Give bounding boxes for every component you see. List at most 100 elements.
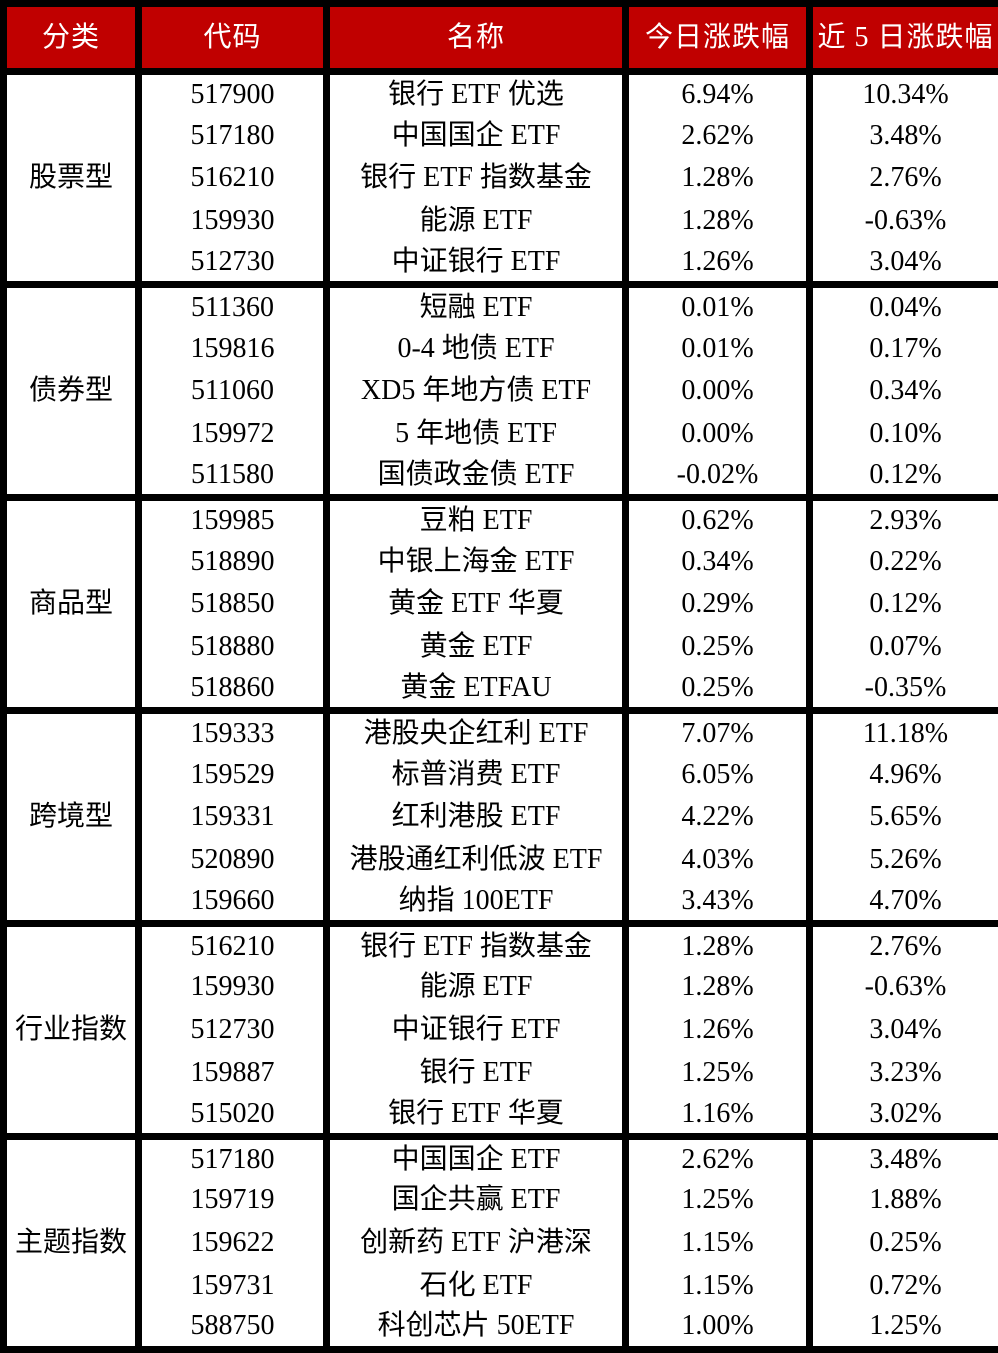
name-cell: 能源 ETF xyxy=(327,966,626,1009)
header-5day-change: 近 5 日涨跌幅 xyxy=(810,4,998,72)
code-cell: 159887 xyxy=(139,1051,327,1094)
code-cell: 517900 xyxy=(139,72,327,115)
today-change-cell: 1.26% xyxy=(626,1009,810,1052)
code-cell: 518880 xyxy=(139,625,327,668)
name-cell: 黄金 ETF xyxy=(327,625,626,668)
name-cell: 黄金 ETF 华夏 xyxy=(327,583,626,626)
today-change-cell: 2.62% xyxy=(626,1136,810,1179)
code-cell: 512730 xyxy=(139,242,327,285)
code-cell: 515020 xyxy=(139,1094,327,1137)
today-change-cell: 6.94% xyxy=(626,72,810,115)
name-cell: 黄金 ETFAU xyxy=(327,668,626,711)
today-change-cell: 0.34% xyxy=(626,540,810,583)
today-change-cell: 0.01% xyxy=(626,327,810,370)
code-cell: 512730 xyxy=(139,1009,327,1052)
code-cell: 588750 xyxy=(139,1307,327,1350)
five-day-change-cell: 3.48% xyxy=(810,1136,998,1179)
today-change-cell: 0.25% xyxy=(626,625,810,668)
category-cell: 债券型 xyxy=(4,284,139,497)
code-cell: 516210 xyxy=(139,157,327,200)
category-cell: 行业指数 xyxy=(4,923,139,1136)
code-cell: 159816 xyxy=(139,327,327,370)
code-cell: 159331 xyxy=(139,796,327,839)
name-cell: 红利港股 ETF xyxy=(327,796,626,839)
five-day-change-cell: 0.22% xyxy=(810,540,998,583)
category-cell: 股票型 xyxy=(4,72,139,285)
five-day-change-cell: 2.76% xyxy=(810,157,998,200)
category-cell: 跨境型 xyxy=(4,710,139,923)
today-change-cell: 1.26% xyxy=(626,242,810,285)
header-today-change: 今日涨跌幅 xyxy=(626,4,810,72)
today-change-cell: 1.15% xyxy=(626,1222,810,1265)
code-cell: 518890 xyxy=(139,540,327,583)
today-change-cell: -0.02% xyxy=(626,455,810,498)
code-cell: 159333 xyxy=(139,710,327,753)
name-cell: 中国国企 ETF xyxy=(327,1136,626,1179)
code-cell: 511580 xyxy=(139,455,327,498)
name-cell: 能源 ETF xyxy=(327,199,626,242)
name-cell: 中证银行 ETF xyxy=(327,1009,626,1052)
name-cell: 科创芯片 50ETF xyxy=(327,1307,626,1350)
five-day-change-cell: 11.18% xyxy=(810,710,998,753)
category-cell: 主题指数 xyxy=(4,1136,139,1349)
header-category: 分类 xyxy=(4,4,139,72)
today-change-cell: 2.62% xyxy=(626,114,810,157)
today-change-cell: 1.28% xyxy=(626,923,810,966)
today-change-cell: 0.25% xyxy=(626,668,810,711)
code-cell: 159930 xyxy=(139,966,327,1009)
name-cell: 国债政金债 ETF xyxy=(327,455,626,498)
code-cell: 159622 xyxy=(139,1222,327,1265)
name-cell: 银行 ETF 华夏 xyxy=(327,1094,626,1137)
code-cell: 511060 xyxy=(139,370,327,413)
five-day-change-cell: 0.72% xyxy=(810,1264,998,1307)
name-cell: XD5 年地方债 ETF xyxy=(327,370,626,413)
five-day-change-cell: 5.26% xyxy=(810,838,998,881)
five-day-change-cell: 0.10% xyxy=(810,412,998,455)
name-cell: 港股通红利低波 ETF xyxy=(327,838,626,881)
five-day-change-cell: 5.65% xyxy=(810,796,998,839)
name-cell: 创新药 ETF 沪港深 xyxy=(327,1222,626,1265)
five-day-change-cell: -0.35% xyxy=(810,668,998,711)
five-day-change-cell: -0.63% xyxy=(810,199,998,242)
name-cell: 石化 ETF xyxy=(327,1264,626,1307)
today-change-cell: 1.00% xyxy=(626,1307,810,1350)
code-cell: 518850 xyxy=(139,583,327,626)
today-change-cell: 4.03% xyxy=(626,838,810,881)
name-cell: 银行 ETF xyxy=(327,1051,626,1094)
name-cell: 银行 ETF 指数基金 xyxy=(327,923,626,966)
name-cell: 银行 ETF 指数基金 xyxy=(327,157,626,200)
five-day-change-cell: 3.23% xyxy=(810,1051,998,1094)
name-cell: 中证银行 ETF xyxy=(327,242,626,285)
five-day-change-cell: 3.04% xyxy=(810,242,998,285)
today-change-cell: 1.15% xyxy=(626,1264,810,1307)
name-cell: 纳指 100ETF xyxy=(327,881,626,924)
today-change-cell: 7.07% xyxy=(626,710,810,753)
code-cell: 518860 xyxy=(139,668,327,711)
name-cell: 国企共赢 ETF xyxy=(327,1179,626,1222)
today-change-cell: 1.28% xyxy=(626,966,810,1009)
name-cell: 豆粕 ETF xyxy=(327,497,626,540)
today-change-cell: 3.43% xyxy=(626,881,810,924)
code-cell: 517180 xyxy=(139,1136,327,1179)
today-change-cell: 0.00% xyxy=(626,370,810,413)
header-row: 分类 代码 名称 今日涨跌幅 近 5 日涨跌幅 xyxy=(4,4,998,72)
code-cell: 159985 xyxy=(139,497,327,540)
header-name: 名称 xyxy=(327,4,626,72)
